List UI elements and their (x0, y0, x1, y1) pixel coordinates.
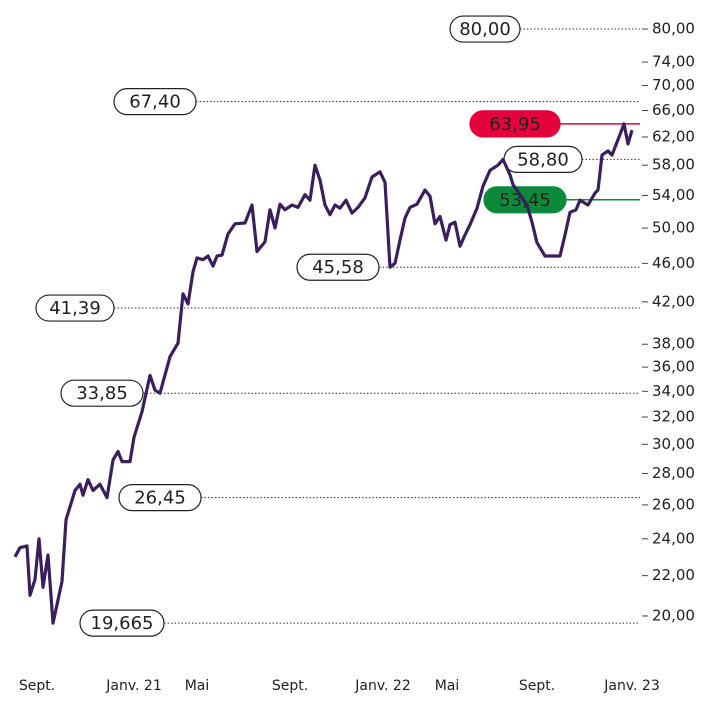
y-tick-label: 30,00 (652, 435, 695, 453)
y-tick-label: 62,00 (652, 127, 695, 145)
value-pill-label: 67,40 (129, 92, 181, 113)
y-tick-label: 34,00 (652, 382, 695, 400)
y-tick-label: 22,00 (652, 566, 695, 584)
y-tick-label: 46,00 (652, 254, 695, 272)
y-tick-label: 50,00 (652, 219, 695, 237)
value-pill (449, 15, 521, 43)
y-tick-label: 54,00 (652, 186, 695, 204)
y-tick-label: 26,00 (652, 495, 695, 513)
value-pill-label: 58,80 (517, 149, 569, 170)
y-tick-label: 74,00 (652, 53, 695, 71)
y-tick-label: 28,00 (652, 464, 695, 482)
value-pill-label: 19,665 (91, 613, 154, 634)
x-tick-label: Sept. (519, 678, 555, 694)
y-tick-label: 20,00 (652, 606, 695, 624)
value-pill (118, 484, 202, 512)
x-tick-label: Mai (435, 678, 460, 694)
value-pill-label: 63,95 (489, 114, 541, 135)
y-tick-label: 36,00 (652, 358, 695, 376)
value-pill (113, 88, 197, 116)
y-tick-label: 42,00 (652, 292, 695, 310)
y-tick-label: 58,00 (652, 156, 695, 174)
value-pill (469, 110, 561, 138)
value-pill-label: 26,45 (134, 488, 186, 509)
x-tick-label: Mai (185, 678, 210, 694)
value-pill (35, 294, 115, 322)
y-tick-label: 80,00 (652, 20, 695, 38)
x-tick-label: Sept. (19, 678, 55, 694)
value-pill-label: 80,00 (459, 19, 511, 40)
y-tick-label: 24,00 (652, 529, 695, 547)
y-tick-label: 38,00 (652, 335, 695, 353)
value-pill (79, 609, 165, 637)
price-line (13, 122, 634, 625)
x-tick-label: Janv. 21 (105, 678, 162, 694)
x-tick-label: Janv. 23 (603, 678, 660, 694)
value-pill (296, 253, 380, 281)
y-tick-label: 66,00 (652, 101, 695, 119)
value-pill-label: 33,85 (76, 383, 128, 404)
value-pill-label: 45,58 (312, 257, 364, 278)
x-tick-label: Sept. (272, 678, 308, 694)
x-tick-label: Janv. 22 (354, 678, 411, 694)
value-pill-label: 41,39 (49, 298, 101, 319)
y-tick-label: 32,00 (652, 407, 695, 425)
y-tick-label: 70,00 (652, 76, 695, 94)
value-pill (60, 379, 144, 407)
